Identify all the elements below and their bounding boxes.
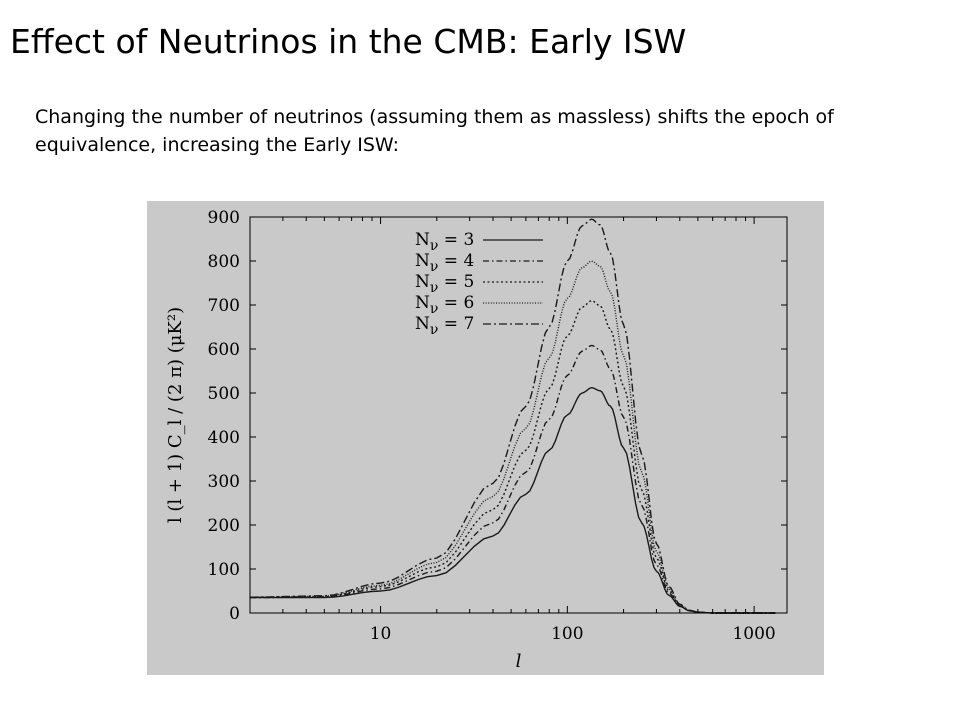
series-line-4 <box>249 260 776 614</box>
y-tick-label: 0 <box>229 604 240 624</box>
y-tick-label: 200 <box>208 516 240 536</box>
slide-title: Effect of Neutrinos in the CMB: Early IS… <box>10 22 687 61</box>
legend-label-1: Nν = 3 <box>415 230 474 254</box>
series-line-5 <box>249 218 776 614</box>
legend-label-2: Nν = 4 <box>415 251 474 275</box>
y-tick-label: 600 <box>208 340 240 360</box>
chart-panel: 0 100 200 300 400 500 600 700 800 900 10 100 1000 Nν… <box>147 201 824 675</box>
y-axis-label: l (l + 1) C_l / (2 π) (μK²) <box>165 307 186 523</box>
plot-area <box>249 218 776 614</box>
x-axis-label: l <box>516 651 522 672</box>
x-tick-label: 10 <box>370 624 392 644</box>
y-tick-label: 300 <box>208 472 240 492</box>
slide-subtitle: Changing the number of neutrinos (assumi… <box>35 106 834 156</box>
plot-frame <box>249 216 788 614</box>
chart-svg: 0 100 200 300 400 500 600 700 800 900 10 100 1000 Nν… <box>147 201 824 675</box>
x-tick-label: 1000 <box>732 624 775 644</box>
tick-labels: 0 100 200 300 400 500 600 700 800 900 10 100 1000 <box>208 208 776 644</box>
axes <box>249 216 788 614</box>
y-tick-label: 900 <box>208 208 240 228</box>
y-tick-label: 700 <box>208 296 240 316</box>
legend-label-4: Nν = 6 <box>415 293 474 317</box>
y-tick-label: 100 <box>208 560 240 580</box>
legend-label-3: Nν = 5 <box>415 272 474 296</box>
x-tick-label: 100 <box>551 624 583 644</box>
y-tick-label: 800 <box>208 252 240 272</box>
chart-background <box>147 201 824 675</box>
y-tick-label: 500 <box>208 384 240 404</box>
legend-label-5: Nν = 7 <box>415 314 474 338</box>
y-tick-label: 400 <box>208 428 240 448</box>
legend: Nν = 3Nν = 4Nν = 5Nν = 6Nν = 7 <box>415 230 543 338</box>
